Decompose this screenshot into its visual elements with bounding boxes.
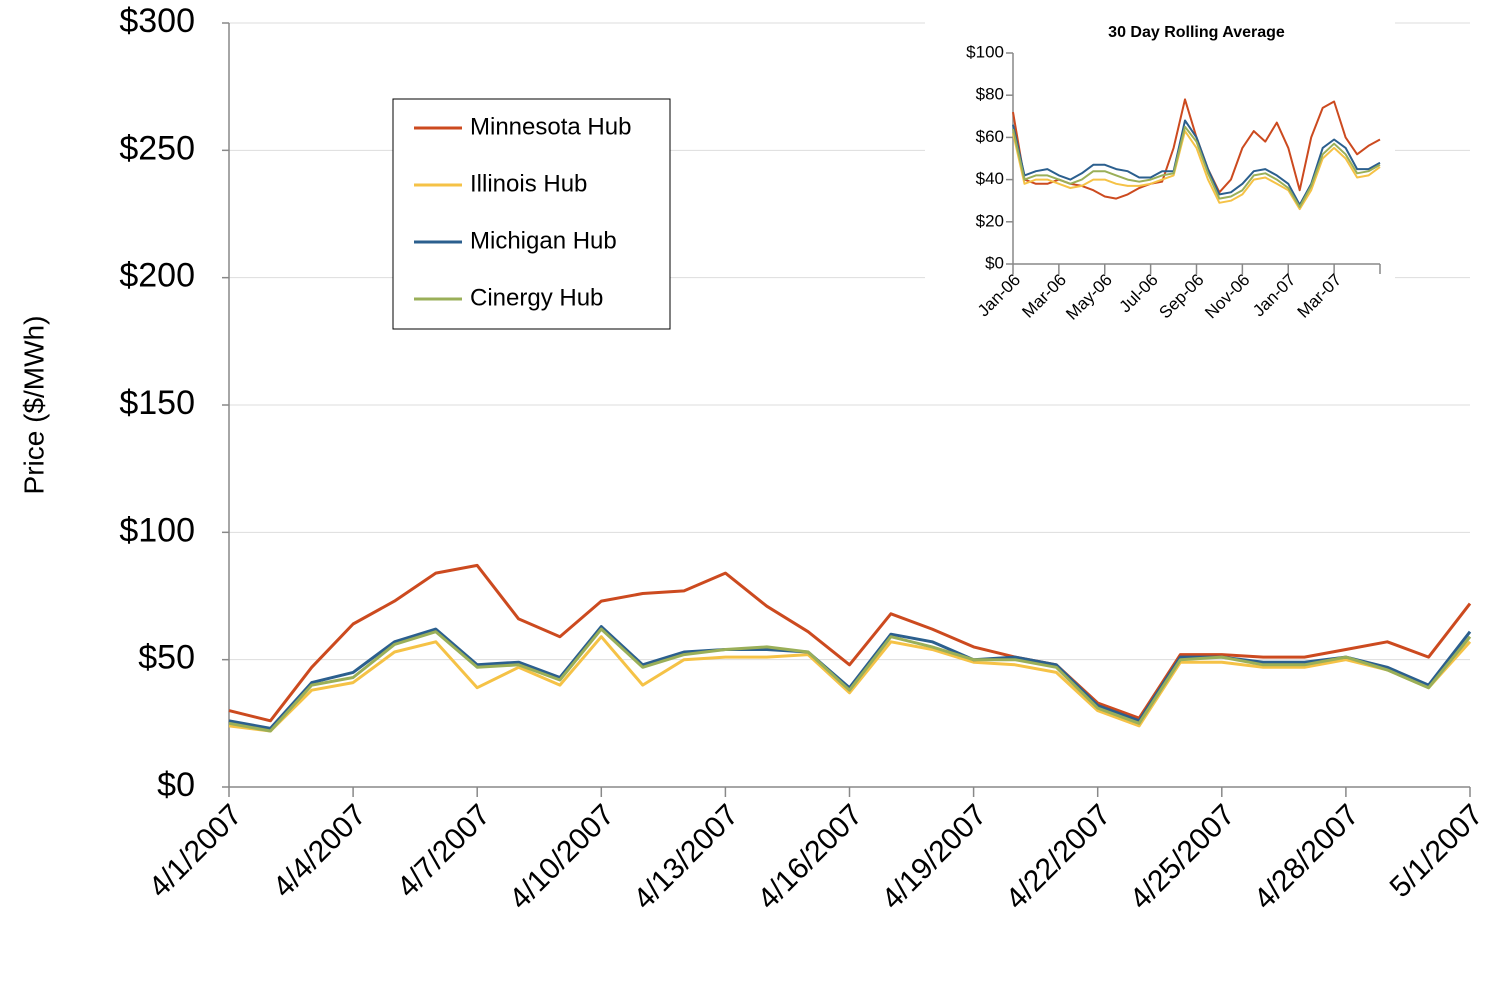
y-tick-label: $80	[976, 85, 1004, 104]
x-tick-label: 4/25/2007	[1124, 798, 1242, 916]
series	[228, 635, 1472, 733]
x-tick-label: 4/16/2007	[751, 798, 869, 916]
series-line	[228, 635, 1472, 733]
series-line	[1012, 119, 1381, 206]
series	[228, 625, 1472, 730]
y-tick-label: $40	[976, 169, 1004, 188]
y-tick-label: $100	[119, 511, 195, 549]
y-axis-label: Price ($/MWh)	[18, 316, 49, 495]
y-tick-label: $0	[157, 766, 195, 804]
x-tick-label: 4/13/2007	[627, 798, 745, 916]
series-line	[1012, 130, 1381, 211]
legend-label: Michigan Hub	[470, 227, 617, 254]
series-line	[1012, 125, 1381, 208]
legend-box	[392, 98, 671, 330]
y-tick-label: $250	[119, 129, 195, 167]
legend-label: Minnesota Hub	[470, 113, 631, 140]
y-tick-label: $20	[976, 211, 1004, 230]
series-line	[228, 627, 1472, 733]
legend-label: Illinois Hub	[470, 170, 587, 197]
y-tick-label: $300	[119, 2, 195, 40]
y-tick-label: $100	[966, 42, 1004, 61]
x-tick-label: 4/22/2007	[1000, 798, 1118, 916]
x-tick-label: 4/10/2007	[503, 798, 621, 916]
series	[1012, 119, 1381, 206]
y-tick-label: $200	[119, 257, 195, 295]
series-line	[228, 625, 1472, 730]
series	[1012, 125, 1381, 208]
y-tick-label: $50	[138, 639, 195, 677]
y-tick-label: $60	[976, 127, 1004, 146]
series	[1012, 130, 1381, 211]
series	[228, 563, 1472, 723]
x-tick-label: 4/28/2007	[1248, 798, 1366, 916]
legend-label: Cinergy Hub	[470, 284, 603, 311]
x-tick-label: 4/4/2007	[267, 798, 373, 904]
series-line	[228, 563, 1472, 723]
x-tick-label: 5/1/2007	[1384, 798, 1490, 904]
y-tick-label: $150	[119, 384, 195, 422]
inset-background	[925, 15, 1395, 375]
x-tick-label: 4/19/2007	[875, 798, 993, 916]
y-tick-label: $0	[985, 253, 1004, 272]
x-tick-label: 4/7/2007	[391, 798, 497, 904]
series	[228, 627, 1472, 733]
chart-title: 30 Day Rolling Average	[1108, 24, 1285, 41]
x-tick-label: 4/1/2007	[143, 798, 249, 904]
